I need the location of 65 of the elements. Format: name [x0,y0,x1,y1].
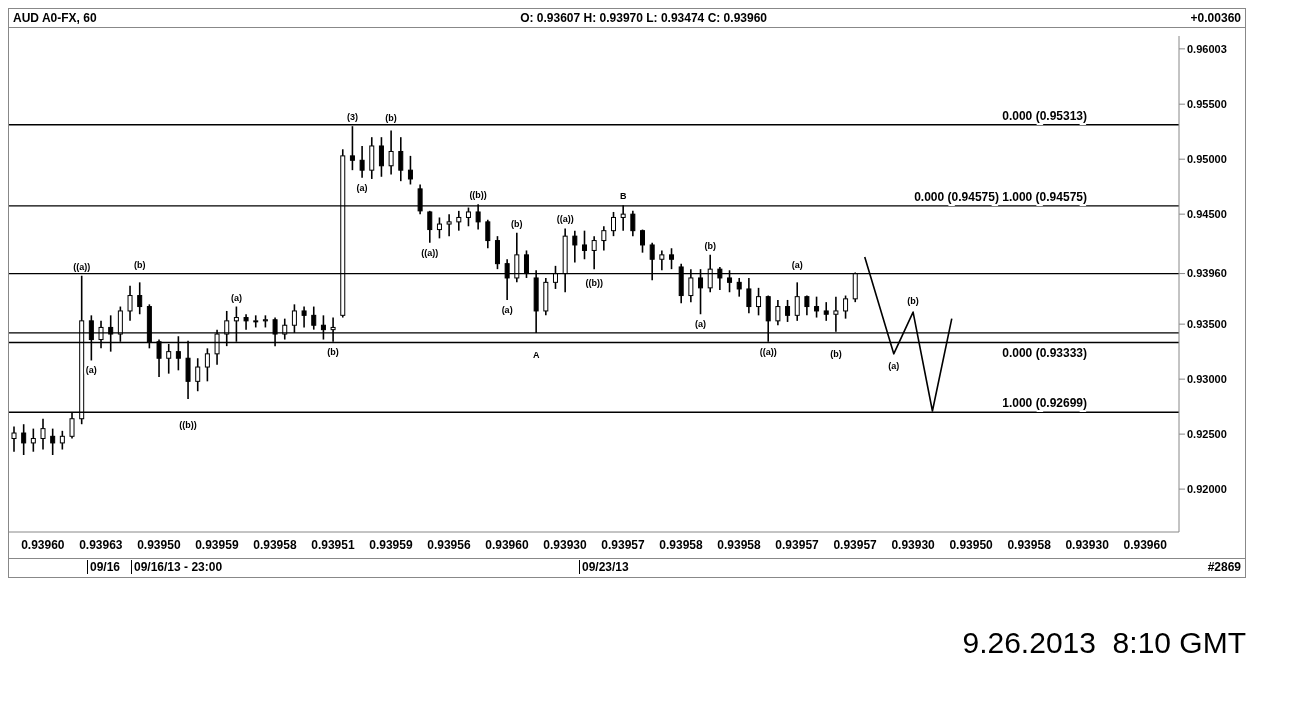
x-tick-label: 0.93930 [1065,537,1110,552]
x-tick-label: 0.93963 [79,537,123,552]
text: (b) [830,348,842,359]
text: (b) [511,218,523,229]
x-tick-label: 0.93950 [137,537,181,552]
text: ((b)) [179,419,197,430]
text: #2869 [1207,560,1241,574]
x-tick-label: 0.93959 [195,537,239,552]
y-tick-label: 0.92500 [1187,428,1227,441]
x-tick-label: 0.93930 [543,537,587,552]
text: (b) [704,240,716,251]
data-label: (b) [907,296,919,307]
y-tick-label: 0.94500 [1187,208,1227,221]
text: ((a)) [421,247,439,258]
x-tick-label: 0.93930 [891,537,936,552]
y-tick-label: 0.95000 [1187,153,1227,166]
ref-line-label: 0.000 (0.93333) [1002,345,1087,360]
text: ((a)) [73,261,91,272]
data-label: (a) [888,360,900,371]
chart-title: AUD A0-FX, 60 [13,11,97,25]
text: (a) [85,365,97,376]
x-tick-label: 0.93957 [775,537,820,552]
x-tick-label: 0.93960 [485,537,529,552]
text: 9.26.2013 8:10 GMT [961,626,1246,660]
x-tick-label: 0.93959 [369,537,413,552]
chart-subtitle: O: 0.93607 H: 0.93970 L: 0.93474 C: 0.93960 [520,11,767,25]
y-tick-label: 0.96003 [1187,42,1227,55]
x-tick-label: 0.93960 [21,537,65,552]
y-tick-label: 0.93000 [1187,373,1227,386]
x-tick-label: 0.93958 [1007,537,1052,552]
x-tick-label: 0.93957 [833,537,878,552]
text: ((a)) [759,346,777,357]
ref-line-label: 1.000 (0.92699) [1002,396,1087,411]
text: (3) [346,112,358,123]
y-tick-label: 0.93960 [1187,267,1227,280]
text: (a) [230,292,242,303]
ref-line-label: 0.000 (0.95313) [1002,108,1087,123]
x-tick-label: 0.93950 [949,537,994,552]
x-tick-label: 0.93951 [311,537,355,552]
ref-line-label: 0.000 (0.94575) 1.000 (0.94575) [914,189,1087,204]
text: (a) [791,260,803,271]
x-tick-label: 0.93956 [427,537,471,552]
x-tick-label: 0.93957 [601,537,646,552]
text: ((b)) [469,190,487,201]
x-tick-label: 0.93958 [717,537,762,552]
text: ((b)) [585,278,603,289]
y-tick-label: 0.93500 [1187,318,1227,331]
text: A [532,349,540,360]
text: (a) [695,319,707,330]
text: 09/16/13 - 23:00 [131,560,223,574]
text: (b) [133,260,146,271]
text: B [619,191,627,202]
x-tick-label: 0.93958 [659,537,704,552]
text: (b) [327,346,339,357]
text: (b) [385,112,397,123]
y-tick-label: 0.95500 [1187,98,1227,111]
y-tick-label: 0.92000 [1187,483,1227,496]
text: ((a)) [556,214,574,225]
text: 09/23/13 [579,560,629,574]
text: +0.00360 [1190,11,1241,25]
text: 09/16 [87,560,121,574]
text: (a) [501,304,513,315]
x-tick-label: 0.93958 [253,537,297,552]
x-tick-label: 0.93960 [1123,537,1168,552]
text: (a) [356,182,368,193]
